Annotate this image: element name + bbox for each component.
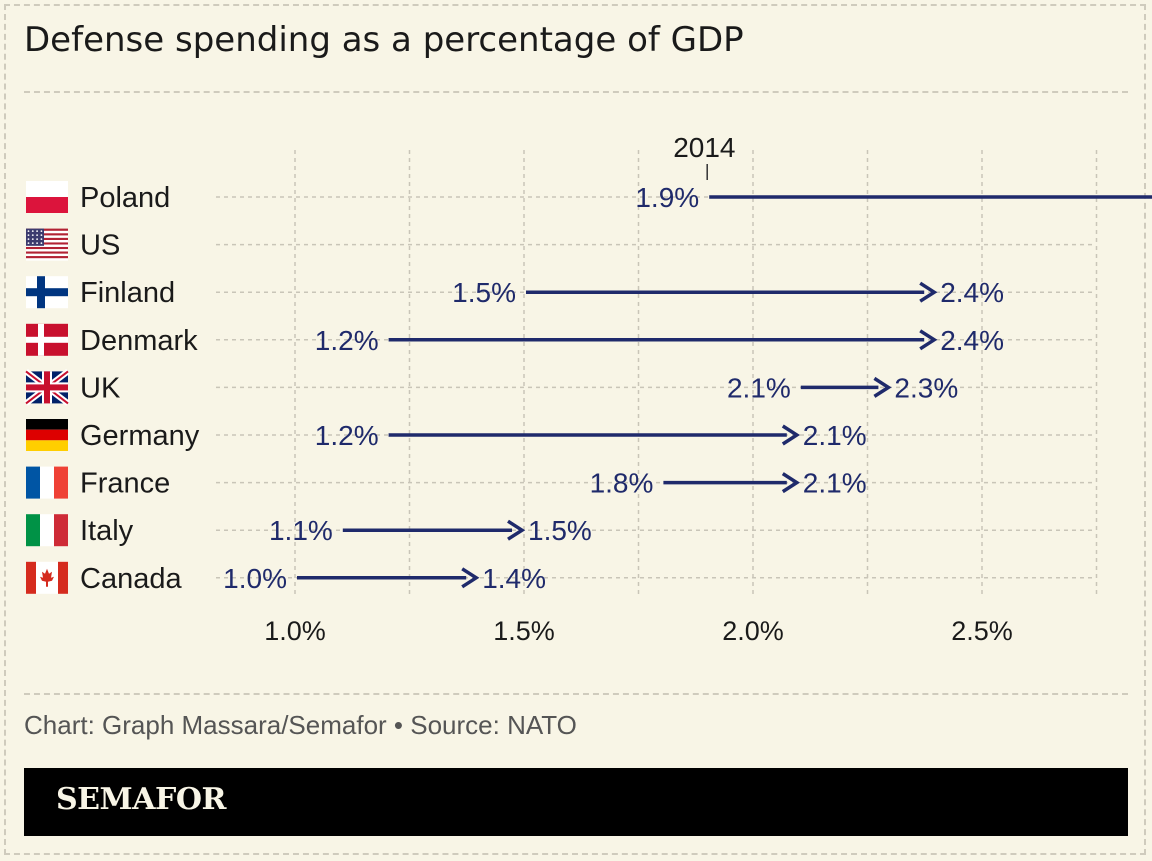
poland-flag-icon: [26, 181, 68, 213]
x-tick-label: 2.0%: [722, 616, 784, 646]
country-label: Italy: [80, 515, 134, 547]
country-label: US: [80, 230, 120, 262]
end-value-label: 2.1%: [803, 420, 867, 451]
dumbbell-chart: 20142024 Poland1.9%4.1%US3.7%3.4%Finland…: [24, 132, 1152, 646]
series-labels: 20142024: [673, 132, 735, 180]
source-credit: Chart: Graph Massara/Semafor • Source: N…: [24, 710, 577, 740]
start-value-label: 1.5%: [452, 277, 516, 308]
arrow-head: [781, 424, 801, 446]
end-value-label: 2.4%: [940, 277, 1004, 308]
end-value-label: 2.3%: [894, 372, 958, 403]
arrow-head: [919, 281, 938, 303]
start-value-label: 1.0%: [223, 563, 287, 594]
start-value-label: 1.9%: [635, 182, 699, 213]
top-divider: [24, 91, 1128, 93]
country-label: France: [80, 468, 170, 500]
start-value-label: 1.2%: [315, 420, 379, 451]
country-label: Denmark: [80, 325, 198, 357]
rows: Poland1.9%4.1%US3.7%3.4%Finland1.5%2.4%D…: [24, 181, 1152, 595]
arrow-head: [919, 329, 938, 351]
arrow-head: [461, 567, 480, 589]
country-label: Germany: [80, 420, 200, 452]
row-finland: Finland 1.5% 2.4%: [26, 276, 1004, 309]
end-value-label: 1.5%: [528, 515, 592, 546]
chart-title: Defense spending as a percentage of GDP: [24, 20, 744, 60]
uk-flag-icon: [24, 369, 70, 406]
row-uk: UK 2.1% 2.3%: [24, 369, 958, 406]
italy-flag-icon: [26, 514, 68, 547]
row-denmark: Denmark 1.2% 2.4%: [26, 323, 1004, 357]
brand-bar: SEMAFOR: [24, 768, 1128, 836]
x-tick-label: 1.0%: [264, 616, 326, 646]
brand-logo: SEMAFOR: [56, 782, 226, 817]
row-germany: Germany 1.2% 2.1%: [26, 419, 867, 452]
end-value-label: 1.4%: [482, 563, 546, 594]
grid: [216, 150, 1098, 598]
x-axis-ticks: 1.0%1.5%2.0%2.5%3.0%3.5%4.0%: [264, 616, 1013, 646]
arrow-head: [781, 472, 801, 494]
series-year-label: 2014: [673, 132, 735, 163]
x-tick-label: 2.5%: [951, 616, 1013, 646]
arrow-head: [873, 376, 892, 398]
canada-flag-icon: [26, 561, 68, 594]
row-us: US3.7%3.4%: [26, 228, 120, 262]
country-label: UK: [80, 372, 121, 404]
start-value-label: 2.1%: [727, 372, 791, 403]
denmark-flag-icon: [26, 323, 68, 356]
us-flag-icon: [26, 228, 68, 261]
start-value-label: 1.2%: [315, 325, 379, 356]
country-label: Canada: [80, 563, 182, 595]
row-canada: Canada 1.0% 1.4%: [26, 561, 546, 595]
end-value-label: 2.1%: [803, 468, 867, 499]
france-flag-icon: [26, 466, 68, 499]
bottom-divider: [24, 693, 1128, 695]
start-value-label: 1.1%: [269, 515, 333, 546]
arrow-head: [507, 519, 526, 541]
country-label: Poland: [80, 182, 170, 214]
finland-flag-icon: [26, 276, 68, 309]
row-france: France 1.8% 2.1%: [26, 466, 867, 500]
x-tick-label: 1.5%: [493, 616, 555, 646]
chart-frame: [4, 4, 1146, 855]
start-value-label: 1.8%: [590, 468, 654, 499]
germany-flag-icon: [26, 419, 68, 451]
row-italy: Italy 1.1% 1.5%: [26, 514, 592, 547]
end-value-label: 2.4%: [940, 325, 1004, 356]
country-label: Finland: [80, 277, 175, 309]
